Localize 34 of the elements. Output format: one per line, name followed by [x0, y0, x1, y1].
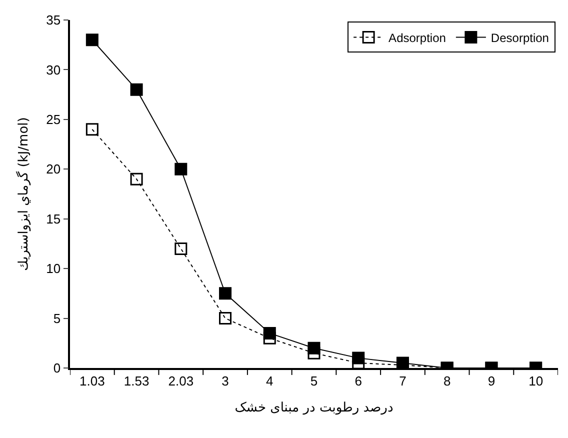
x-axis-title: درصد رطوبت در مبنای خشک	[234, 400, 394, 416]
x-tick-label: 7	[399, 373, 406, 388]
y-tick-label: 35	[46, 12, 61, 28]
point	[130, 83, 143, 96]
point	[263, 326, 276, 340]
point	[219, 312, 232, 325]
x-tick-label: 1.03	[80, 373, 105, 388]
y-tick-label: 20	[46, 162, 61, 177]
y-tick-label: 25	[46, 112, 61, 127]
x-tick-label: 8	[443, 373, 451, 388]
y-tick-label: 15	[46, 211, 61, 226]
point	[174, 162, 188, 176]
point	[352, 352, 365, 364]
point	[219, 287, 232, 300]
legend-label: Adsorption	[388, 30, 446, 45]
point	[130, 172, 143, 186]
y-tick-label: 30	[46, 62, 61, 78]
x-tick-label: 1.53	[124, 373, 150, 388]
y-tick-label: 5	[53, 310, 61, 326]
x-tick-label: 9	[488, 373, 496, 388]
point	[308, 342, 320, 354]
y-axis-title: گرماي ايزواستريك (kJ/mol)	[16, 117, 32, 271]
point	[174, 242, 188, 255]
point	[86, 34, 98, 46]
x-tick-label: 3	[222, 373, 229, 388]
x-tick-label: 2.03	[168, 373, 194, 388]
y-tick-label: 0	[53, 360, 61, 376]
point	[86, 123, 98, 136]
y-tick-label: 10	[46, 261, 61, 276]
legend-label: Desorption	[490, 30, 549, 45]
x-tick-label: 4	[266, 373, 274, 388]
x-tick-label: 6	[354, 373, 362, 388]
x-tick-label: 5	[310, 373, 318, 388]
x-tick-label: 10	[528, 373, 544, 388]
